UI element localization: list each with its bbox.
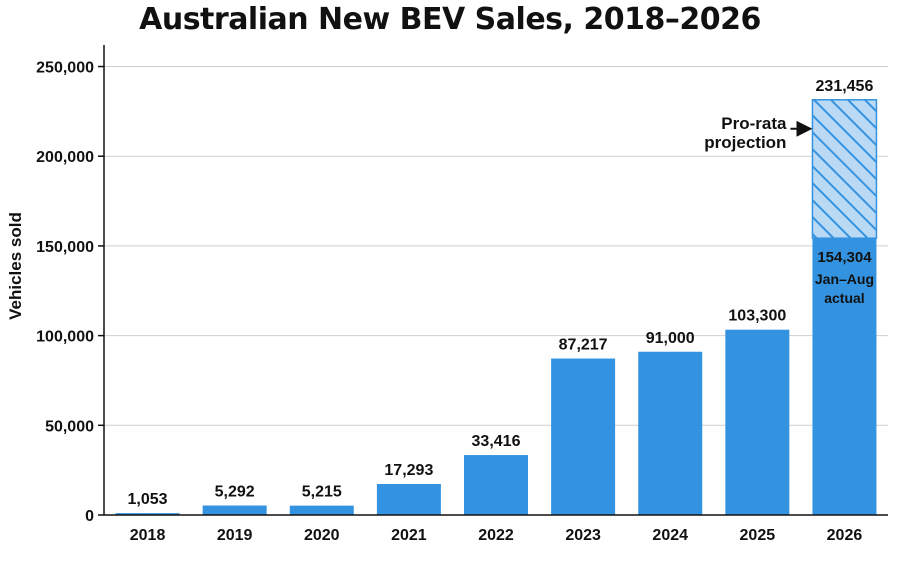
projection-annotation-line2: projection bbox=[704, 133, 786, 152]
y-tick-label: 0 bbox=[85, 508, 94, 525]
chart-title: Australian New BEV Sales, 2018–2026 bbox=[139, 2, 761, 37]
bar-value-label: 33,416 bbox=[472, 433, 521, 450]
bar bbox=[376, 483, 441, 515]
y-tick-label: 50,000 bbox=[45, 418, 94, 435]
y-tick-label: 150,000 bbox=[36, 239, 94, 256]
x-tick-label: 2025 bbox=[740, 527, 776, 544]
bar bbox=[202, 505, 267, 515]
projection-annotation-line1: Pro-rata bbox=[721, 114, 787, 133]
projection-total-label: 231,456 bbox=[816, 78, 874, 95]
bar bbox=[725, 329, 790, 515]
bar-value-label: 103,300 bbox=[728, 308, 786, 325]
y-tick-label: 250,000 bbox=[36, 60, 94, 77]
bar bbox=[464, 455, 528, 515]
x-tick-label: 2023 bbox=[565, 527, 601, 544]
projection-bar-segment bbox=[811, 99, 878, 239]
actual-note-line2: actual bbox=[824, 290, 864, 306]
x-tick-label: 2021 bbox=[391, 527, 427, 544]
x-tick-label: 2018 bbox=[130, 527, 166, 544]
x-tick-label: 2020 bbox=[304, 527, 340, 544]
bar bbox=[289, 505, 354, 515]
actual-note-line1: Jan–Aug bbox=[815, 271, 874, 287]
bars bbox=[115, 99, 878, 515]
axes bbox=[98, 45, 888, 516]
bar bbox=[812, 238, 877, 515]
x-tick-label: 2019 bbox=[217, 527, 253, 544]
bar-value-label: 154,304 bbox=[817, 249, 872, 266]
bar bbox=[115, 513, 180, 515]
x-tick-label: 2026 bbox=[827, 527, 863, 544]
x-tick-label: 2022 bbox=[478, 527, 514, 544]
y-tick-label: 200,000 bbox=[36, 149, 94, 166]
bar-value-label: 5,292 bbox=[215, 484, 255, 501]
labels: 0 50,000 100,000 150,000 200,000 250,000 2018 1… bbox=[36, 60, 874, 544]
bar bbox=[551, 358, 616, 515]
y-tick-label: 100,000 bbox=[36, 329, 94, 346]
x-tick-label: 2024 bbox=[652, 527, 688, 544]
bar-value-label: 87,217 bbox=[559, 337, 608, 354]
bar-value-label: 5,215 bbox=[302, 484, 342, 501]
bar-value-label: 91,000 bbox=[646, 330, 695, 347]
bar-value-label: 1,053 bbox=[128, 491, 168, 508]
bar bbox=[638, 351, 703, 515]
y-axis-label: Vehicles sold bbox=[6, 212, 25, 320]
bar-value-label: 17,293 bbox=[384, 462, 433, 479]
